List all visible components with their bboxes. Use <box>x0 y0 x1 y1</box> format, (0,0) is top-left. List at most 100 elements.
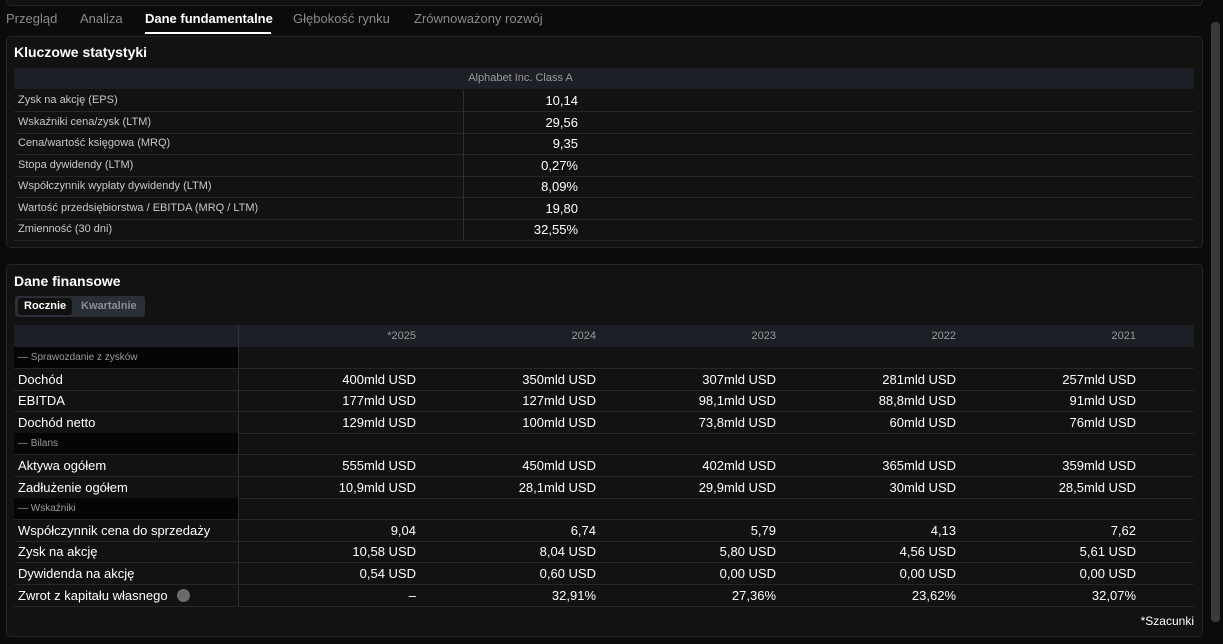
row-divider <box>14 132 1194 134</box>
cell-value: 28,1mld USD <box>518 479 596 495</box>
row-label: Aktywa ogółem <box>18 458 107 473</box>
stat-label: Cena/wartość księgowa (MRQ) <box>18 137 171 149</box>
cell-value: 5,79 <box>750 522 776 538</box>
tab[interactable]: Analiza <box>80 11 123 26</box>
col-divider <box>463 154 464 176</box>
cell-value: 5,80 USD <box>719 544 776 560</box>
row-divider <box>14 411 1194 413</box>
row-divider <box>14 476 1194 477</box>
tab[interactable]: Zrównoważony rozwój <box>414 11 543 26</box>
toggle-button[interactable]: Rocznie <box>18 298 73 315</box>
column-header: 2024 <box>571 330 596 342</box>
row-divider <box>14 240 1194 241</box>
stat-label: Zmienność (30 dni) <box>18 223 113 235</box>
section-bg <box>14 498 238 520</box>
row-divider <box>14 454 1194 456</box>
row-label: Zwrot z kapitału własnego <box>18 587 168 603</box>
tab-underline <box>145 32 271 34</box>
cell-value: 4,56 USD <box>899 544 956 560</box>
cell-value: 91mld USD <box>1069 393 1136 409</box>
col-divider <box>463 176 464 197</box>
cell-value: 73,8mld USD <box>698 414 776 430</box>
cell-value: 365mld USD <box>882 458 956 473</box>
section-bg <box>14 347 238 368</box>
cell-value: 307mld USD <box>702 371 776 387</box>
column-header: 2021 <box>1111 330 1136 342</box>
column-header: 2023 <box>751 330 776 342</box>
cell-value: 98,1mld USD <box>698 393 776 409</box>
cell-value: 8,04 USD <box>539 544 596 560</box>
cell-value: 0,60 USD <box>539 566 596 581</box>
stat-label: Zysk na akcję (EPS) <box>18 94 118 106</box>
col-divider <box>463 133 464 154</box>
section-name: — Wskaźniki <box>18 503 76 515</box>
tab[interactable]: Głębokość rynku <box>293 11 390 26</box>
scrollbar[interactable] <box>1211 22 1220 622</box>
stat-value: 10,14 <box>545 93 578 108</box>
row-divider <box>14 368 1194 369</box>
section-title: Kluczowe statystyki <box>14 44 148 60</box>
stat-value: 0,27% <box>541 157 578 173</box>
cell-value: 177mld USD <box>342 393 416 409</box>
row-divider <box>14 175 1194 177</box>
stat-label: Wartość przedsiębiorstwa / EBITDA (MRQ /… <box>18 201 259 214</box>
stat-label: Współczynnik wypłaty dywidendy (LTM) <box>18 180 212 192</box>
row-divider <box>14 562 1194 564</box>
column-header: Alphabet Inc. Class A <box>468 72 573 84</box>
cell-value: 6,74 <box>570 522 596 538</box>
row-label: EBITDA <box>18 393 65 409</box>
stat-value: 19,80 <box>545 200 578 216</box>
stat-value: 9,35 <box>552 136 578 151</box>
stat-value: 29,56 <box>545 114 578 130</box>
row-divider <box>14 497 1194 499</box>
section-bg <box>14 433 238 455</box>
row-divider <box>14 540 1194 542</box>
cell-value: 30mld USD <box>889 479 956 495</box>
cell-value: 350mld USD <box>522 371 596 387</box>
col-divider <box>238 325 239 606</box>
row-label: Dywidenda na akcję <box>18 566 135 581</box>
cell-value: 257mld USD <box>1062 371 1136 387</box>
row-divider <box>14 389 1194 391</box>
cell-value: 129mld USD <box>342 414 416 430</box>
col-divider <box>463 219 464 240</box>
cell-value: 27,36% <box>731 587 776 603</box>
info-icon[interactable] <box>177 588 190 602</box>
cell-value: 28,5mld USD <box>1058 479 1136 495</box>
stat-label: Wskaźniki cena/zysk (LTM) <box>18 115 152 128</box>
tab[interactable]: Dane fundamentalne <box>145 11 273 26</box>
cell-value: 359mld USD <box>1062 458 1136 473</box>
row-divider <box>14 154 1194 155</box>
row-label: Dochód netto <box>18 414 96 430</box>
table-header <box>14 68 1194 89</box>
column-header: 2022 <box>931 330 956 342</box>
row-divider <box>14 111 1194 112</box>
cell-value: 555mld USD <box>342 458 416 473</box>
row-label: Zysk na akcję <box>18 544 98 560</box>
cell-value: 402mld USD <box>702 458 776 473</box>
cell-value: 29,9mld USD <box>698 479 776 495</box>
section-name: — Sprawozdanie z zysków <box>18 352 138 363</box>
row-divider <box>14 605 1194 607</box>
cell-value: 0,00 USD <box>719 566 776 581</box>
row-label: Dochód <box>18 371 63 387</box>
cell-value: 100mld USD <box>522 414 596 430</box>
tab[interactable]: Przegląd <box>6 11 58 26</box>
cell-value: – <box>408 587 416 603</box>
col-divider <box>463 197 464 219</box>
top-panel <box>6 0 1203 6</box>
cell-value: 0,00 USD <box>1079 566 1136 581</box>
toggle-button[interactable]: Kwartalnie <box>81 300 137 312</box>
cell-value: 7,62 <box>1110 522 1136 538</box>
section-title: Dane finansowe <box>14 273 121 289</box>
stat-value: 32,55% <box>533 222 578 237</box>
stat-label: Stopa dywidendy (LTM) <box>18 158 134 171</box>
cell-value: 32,91% <box>551 587 596 603</box>
cell-value: 32,07% <box>1091 587 1136 603</box>
cell-value: 23,62% <box>911 587 956 603</box>
row-divider <box>14 197 1194 198</box>
cell-value: 60mld USD <box>889 414 956 430</box>
row-divider <box>14 218 1194 220</box>
stat-value: 8,09% <box>541 179 578 194</box>
